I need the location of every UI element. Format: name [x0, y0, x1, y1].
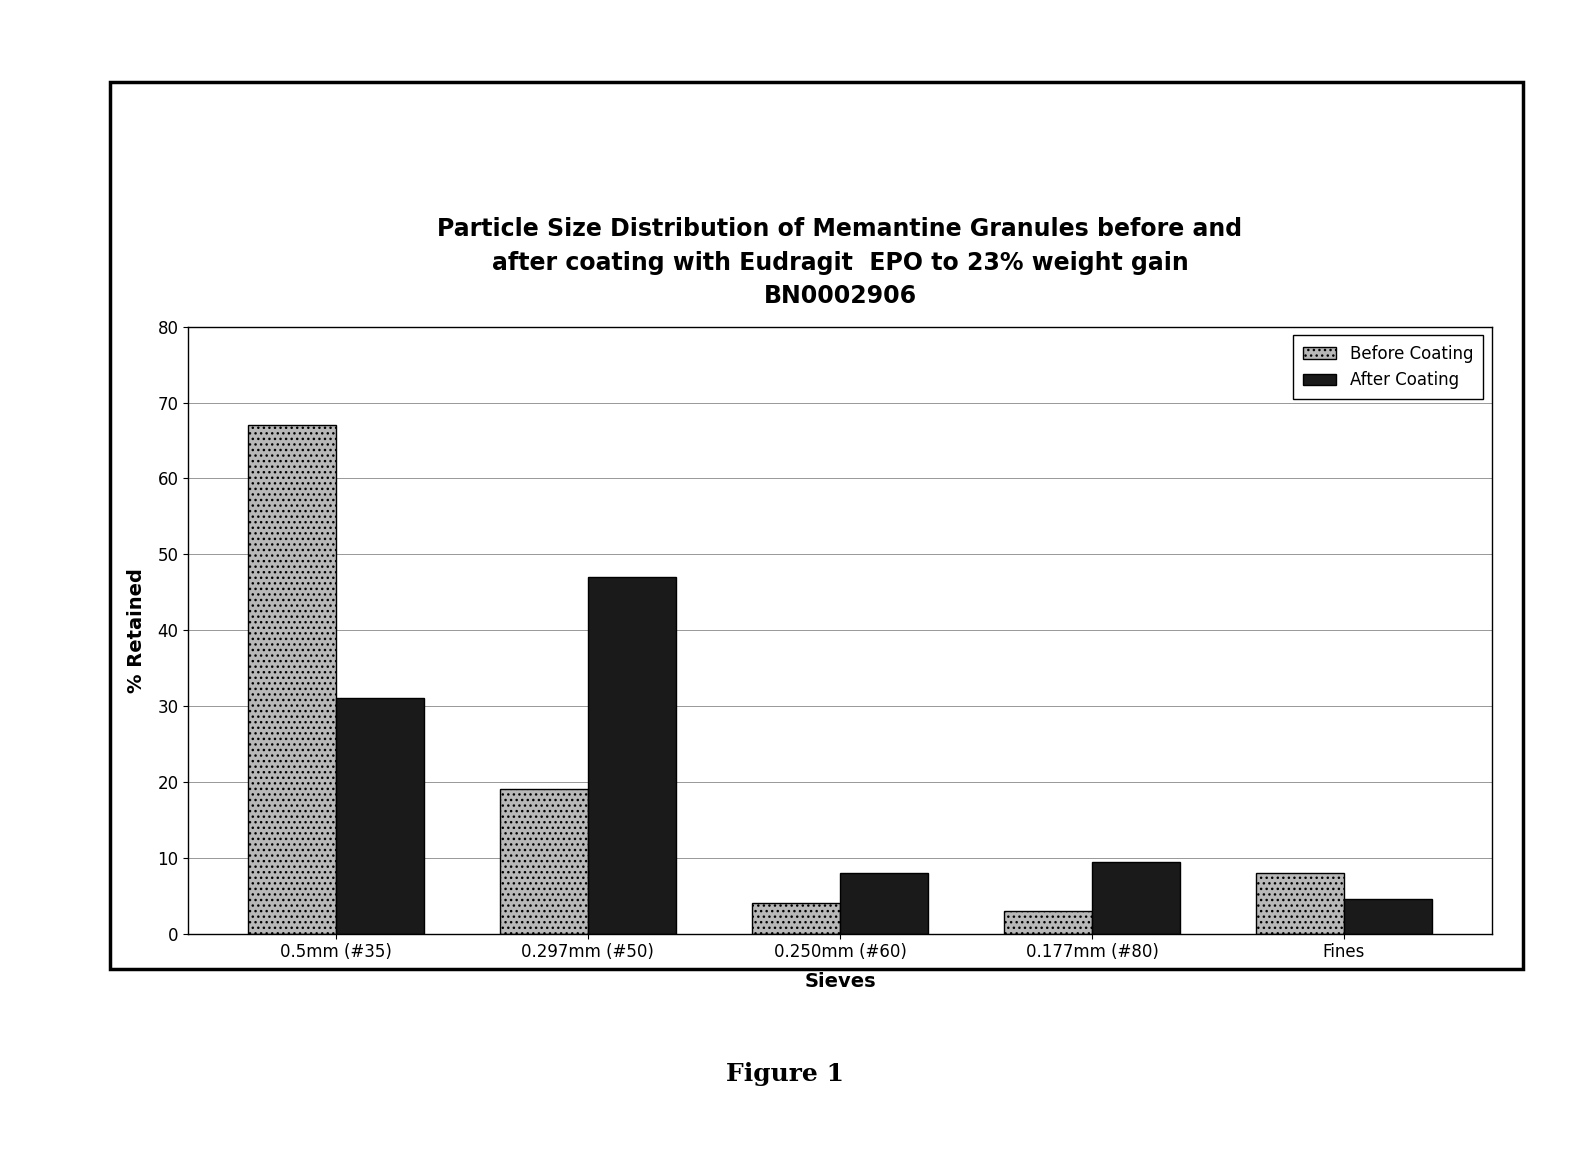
Bar — [499, 789, 587, 934]
Bar — [336, 698, 424, 934]
Y-axis label: % Retained: % Retained — [127, 567, 146, 693]
Bar — [1256, 873, 1344, 934]
Bar — [752, 903, 840, 934]
Bar — [1093, 861, 1181, 934]
Legend: Before Coating, After Coating: Before Coating, After Coating — [1294, 335, 1484, 399]
Bar — [248, 425, 336, 934]
Text: Figure 1: Figure 1 — [725, 1062, 845, 1085]
Bar — [587, 576, 677, 934]
Bar — [840, 873, 928, 934]
X-axis label: Sieves: Sieves — [804, 972, 876, 992]
Bar — [1003, 910, 1093, 934]
Text: Particle Size Distribution of Memantine Granules before and
after coating with E: Particle Size Distribution of Memantine … — [438, 217, 1242, 308]
Bar — [1344, 900, 1432, 934]
